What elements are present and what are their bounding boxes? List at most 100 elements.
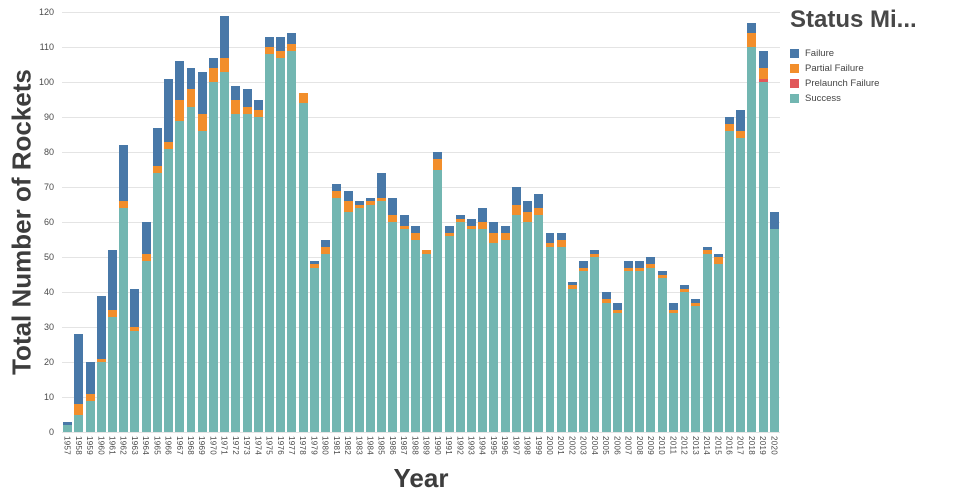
bar-1981[interactable] [332,183,342,432]
segment-failure-1974[interactable] [253,99,263,110]
segment-failure-2003[interactable] [579,260,589,268]
segment-partial-failure-1973[interactable] [242,106,252,114]
segment-partial-failure-2017[interactable] [736,131,746,138]
segment-partial-failure-2016[interactable] [725,124,734,131]
segment-success-1978[interactable] [298,103,308,432]
segment-success-1996[interactable] [500,239,510,432]
bar-2010[interactable] [657,271,667,432]
segment-success-2003[interactable] [579,271,589,432]
segment-partial-failure-1978[interactable] [298,92,308,103]
segment-partial-failure-2014[interactable] [702,250,712,254]
segment-partial-failure-1961[interactable] [107,309,117,317]
segment-failure-2015[interactable] [713,253,723,257]
segment-failure-2001[interactable] [556,232,566,240]
segment-success-1977[interactable] [287,50,297,432]
segment-failure-1988[interactable] [410,225,420,233]
segment-failure-1981[interactable] [332,183,342,191]
segment-partial-failure-1974[interactable] [253,110,263,117]
segment-partial-failure-2018[interactable] [747,33,757,47]
bar-1968[interactable] [186,68,196,432]
segment-partial-failure-2019[interactable] [758,68,768,79]
segment-partial-failure-1958[interactable] [74,404,84,415]
segment-success-1982[interactable] [343,211,353,432]
segment-partial-failure-2001[interactable] [556,239,566,247]
segment-success-2018[interactable] [747,47,757,432]
bar-1998[interactable] [523,201,533,432]
segment-partial-failure-1979[interactable] [309,264,319,268]
segment-success-1986[interactable] [388,222,398,432]
segment-partial-failure-1980[interactable] [321,246,331,254]
legend-item-partial-failure[interactable]: Partial Failure [790,63,956,74]
bar-1978[interactable] [298,92,308,432]
segment-success-1962[interactable] [119,208,129,432]
segment-failure-1984[interactable] [366,197,375,201]
bar-1961[interactable] [107,250,117,432]
segment-failure-2014[interactable] [702,246,712,250]
bar-2011[interactable] [668,302,678,432]
segment-partial-failure-1964[interactable] [141,253,151,261]
segment-failure-1982[interactable] [343,190,353,201]
segment-failure-1996[interactable] [500,225,510,233]
segment-failure-1997[interactable] [511,187,521,205]
segment-success-1970[interactable] [208,82,218,432]
segment-failure-2019[interactable] [758,50,768,68]
segment-success-2015[interactable] [713,264,723,432]
segment-failure-1991[interactable] [444,225,454,233]
bar-2005[interactable] [601,292,611,432]
segment-failure-2012[interactable] [680,285,690,289]
bar-1982[interactable] [343,190,353,432]
segment-partial-failure-1995[interactable] [489,232,499,243]
segment-success-1980[interactable] [321,253,331,432]
segment-success-2012[interactable] [680,292,690,432]
segment-success-2000[interactable] [545,246,555,432]
segment-success-2002[interactable] [567,288,577,432]
segment-success-1961[interactable] [107,316,117,432]
bar-1962[interactable] [119,145,129,432]
bar-1960[interactable] [96,295,106,432]
segment-success-1974[interactable] [253,117,263,432]
segment-failure-2009[interactable] [646,257,656,264]
segment-partial-failure-1965[interactable] [152,166,162,173]
segment-failure-2005[interactable] [601,292,611,299]
segment-success-1957[interactable] [63,425,73,432]
bar-1990[interactable] [433,152,443,432]
segment-partial-failure-1971[interactable] [220,57,230,72]
segment-success-2011[interactable] [668,313,678,432]
segment-partial-failure-1970[interactable] [208,68,218,82]
segment-partial-failure-1997[interactable] [511,204,521,215]
segment-success-1959[interactable] [85,400,95,432]
segment-prelaunch-failure-2019[interactable] [758,78,768,82]
segment-partial-failure-2012[interactable] [680,288,690,292]
segment-failure-1999[interactable] [534,194,544,208]
segment-success-1993[interactable] [466,229,476,432]
bar-1957[interactable] [63,421,73,432]
segment-success-1995[interactable] [489,243,499,432]
segment-success-2014[interactable] [702,253,712,432]
bar-1987[interactable] [399,215,409,432]
segment-failure-2000[interactable] [545,232,555,243]
segment-partial-failure-1968[interactable] [186,89,196,107]
segment-failure-2020[interactable] [769,211,779,229]
segment-partial-failure-1993[interactable] [466,225,476,229]
bar-1976[interactable] [276,36,286,432]
segment-failure-2011[interactable] [668,302,678,310]
segment-partial-failure-1990[interactable] [433,159,443,170]
segment-failure-1972[interactable] [231,85,241,100]
segment-failure-2013[interactable] [691,299,701,303]
segment-success-1958[interactable] [74,414,84,432]
legend-item-success[interactable]: Success [790,93,956,104]
segment-success-1979[interactable] [309,267,319,432]
bar-2016[interactable] [725,117,734,432]
segment-failure-1985[interactable] [377,173,387,198]
segment-failure-2002[interactable] [567,281,577,285]
segment-failure-1968[interactable] [186,68,196,89]
bar-1992[interactable] [455,215,465,432]
segment-failure-1961[interactable] [107,250,117,310]
segment-failure-1994[interactable] [478,208,488,222]
segment-failure-1963[interactable] [130,288,140,327]
segment-success-2013[interactable] [691,306,701,432]
segment-partial-failure-1959[interactable] [85,393,95,401]
bar-1985[interactable] [377,173,387,432]
segment-partial-failure-1960[interactable] [96,358,106,362]
bar-1994[interactable] [478,208,488,432]
